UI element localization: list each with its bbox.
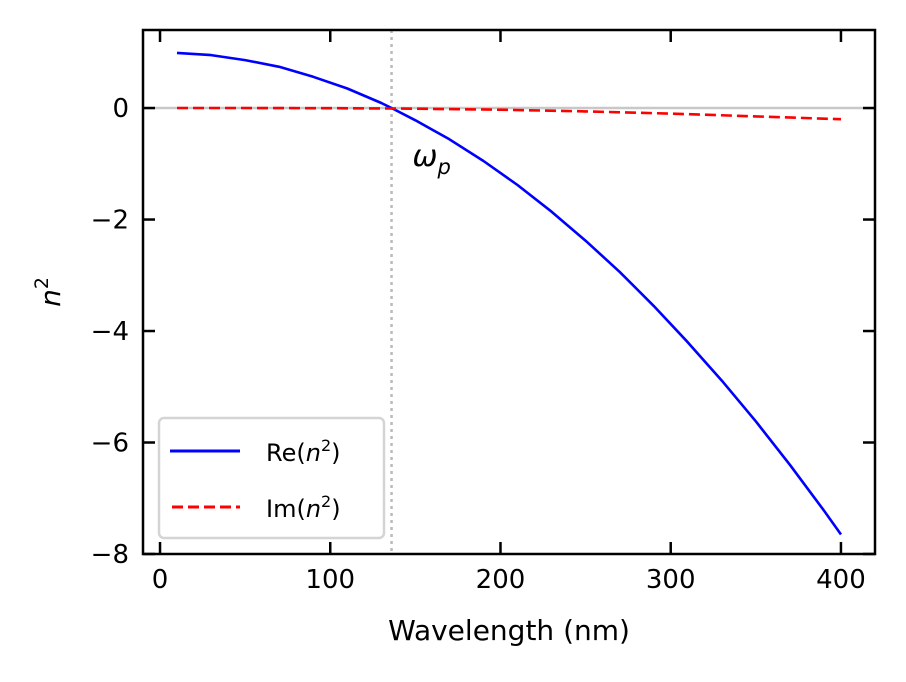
- x-tick-label: 200: [476, 565, 526, 595]
- y-tick-label: −6: [91, 429, 129, 459]
- axes-frame: [141, 28, 877, 556]
- plot-area: [143, 30, 875, 554]
- annotation-subscript: p: [436, 155, 450, 179]
- legend-frame: [157, 416, 386, 540]
- legend-label-im: Im(n2): [266, 492, 341, 523]
- series-line-re: [176, 51, 843, 536]
- y-tick-label: −8: [91, 540, 129, 570]
- legend: Re(n2) Im(n2): [157, 416, 386, 540]
- y-tick-label: 0: [112, 94, 129, 124]
- x-tick-label: 100: [305, 565, 355, 595]
- y-tick-label: −2: [91, 206, 129, 236]
- plasma-frequency-annotation: ωp: [412, 139, 450, 179]
- series-line-im: [177, 106, 842, 121]
- x-tick-label: 400: [816, 565, 866, 595]
- x-tick-label: 300: [646, 565, 696, 595]
- y-tick-label: −4: [91, 317, 129, 347]
- x-tick-label: 0: [152, 565, 169, 595]
- x-axis-label: Wavelength (nm): [388, 614, 630, 647]
- annotation-omega: ω: [412, 139, 437, 174]
- y-axis-label: n2: [31, 277, 67, 307]
- legend-label-re: Re(n2): [266, 436, 341, 467]
- axes: 0 100 200 300 400 0 −2 −4 −6 −8: [91, 28, 877, 595]
